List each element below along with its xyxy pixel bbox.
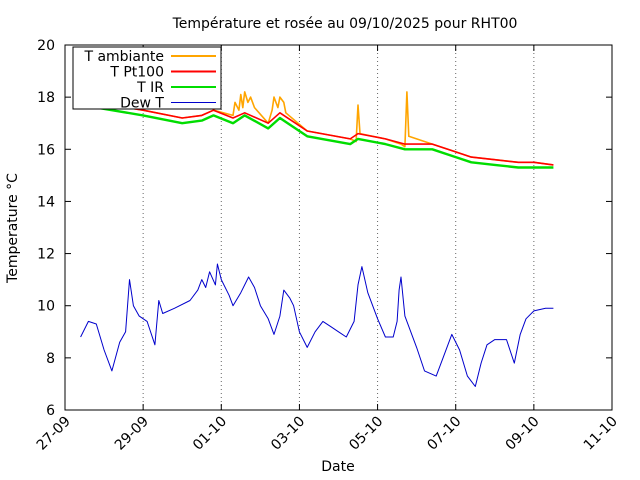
y-tick-label: 10: [37, 299, 55, 315]
y-tick-label: 8: [46, 351, 55, 367]
x-tick-label: 27-09: [34, 414, 74, 454]
x-tick-label: 29-09: [112, 414, 152, 454]
series-line-2: [80, 103, 554, 169]
series-line-1: [80, 99, 554, 166]
plot-frame: [64, 44, 613, 411]
x-tick-label: 07-10: [424, 414, 464, 454]
series-lines: [80, 91, 554, 387]
x-tick-label: 03-10: [268, 414, 308, 454]
x-axis-label: Date: [321, 459, 354, 475]
y-tick-label: 14: [37, 194, 55, 210]
legend-label-0: T ambiante: [83, 49, 164, 65]
y-tick-label: 12: [37, 247, 55, 263]
x-tick-label: 09-10: [503, 414, 543, 454]
y-tick-label: 18: [37, 90, 55, 106]
y-axis-label: Temperature °C: [5, 173, 21, 284]
y-tick-label: 16: [37, 142, 55, 158]
x-tick-label: 05-10: [346, 414, 386, 454]
y-tick-label: 20: [37, 38, 55, 54]
legend-label-2: T IR: [136, 80, 164, 96]
series-line-0: [80, 91, 554, 166]
x-tick-label: 01-10: [190, 414, 230, 454]
y-tick-label: 6: [46, 403, 55, 419]
legend-label-1: T Pt100: [109, 65, 164, 81]
x-tick-label: 11-10: [581, 414, 621, 454]
chart-title: Température et rosée au 09/10/2025 pour …: [172, 16, 518, 32]
legend-box: [72, 46, 222, 110]
y-axis-ticks: 6 8 10 12 14 16 18 20: [37, 38, 612, 419]
series-line-3: [80, 263, 554, 387]
legend-label-3: Dew T: [120, 96, 164, 112]
